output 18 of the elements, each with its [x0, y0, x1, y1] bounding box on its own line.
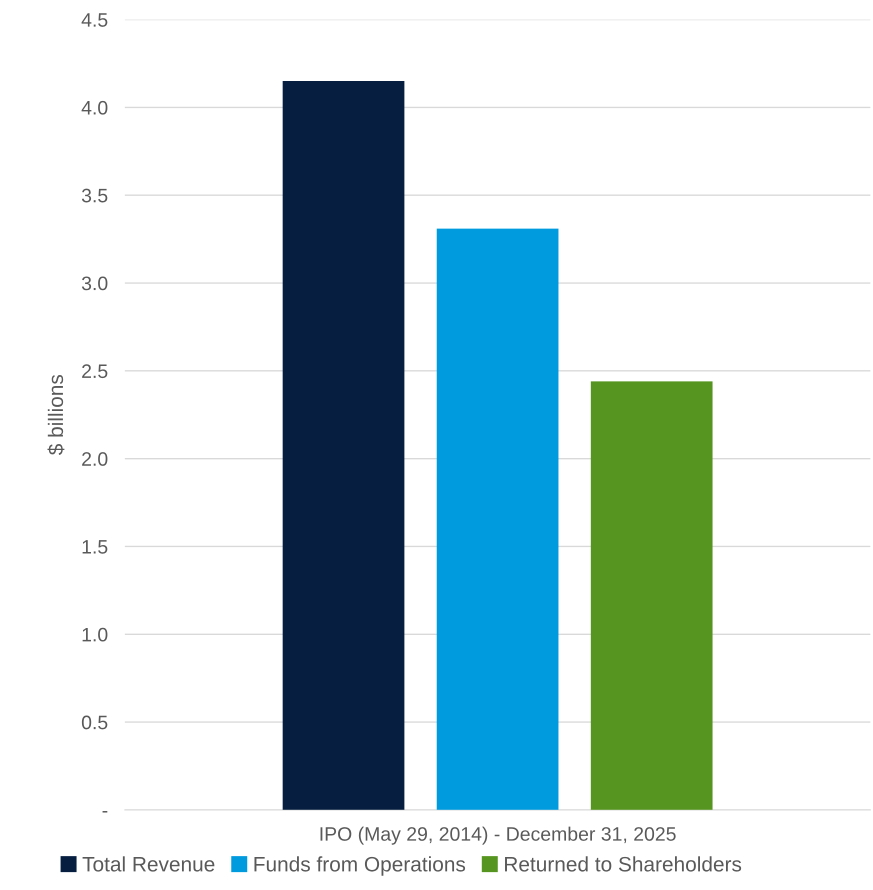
y-tick-label: 4.0	[82, 100, 108, 115]
y-axis-title: $ billions	[48, 374, 64, 456]
legend-label: Total Revenue	[82, 856, 214, 872]
bar	[282, 81, 404, 810]
y-tick-label: 2.0	[82, 452, 108, 466]
y-tick-label: 0.5	[82, 716, 108, 730]
y-tick-label: 3.5	[82, 188, 108, 202]
legend-label: Returned to Shareholders	[505, 856, 742, 872]
y-tick-label: 4.5	[82, 13, 108, 27]
y-tick-label: -	[102, 811, 108, 813]
y-tick-label: 1.5	[82, 540, 108, 554]
y-tick-label: 2.5	[82, 364, 108, 378]
bar	[436, 228, 558, 810]
y-tick-label: 3.0	[82, 276, 108, 290]
y-tick-label: 1.0	[82, 628, 108, 642]
bar	[590, 381, 713, 810]
x-tick-label: IPO (May 29, 2014) - December 31, 2025	[320, 826, 676, 845]
legend-label: Funds from Operations	[254, 856, 466, 876]
